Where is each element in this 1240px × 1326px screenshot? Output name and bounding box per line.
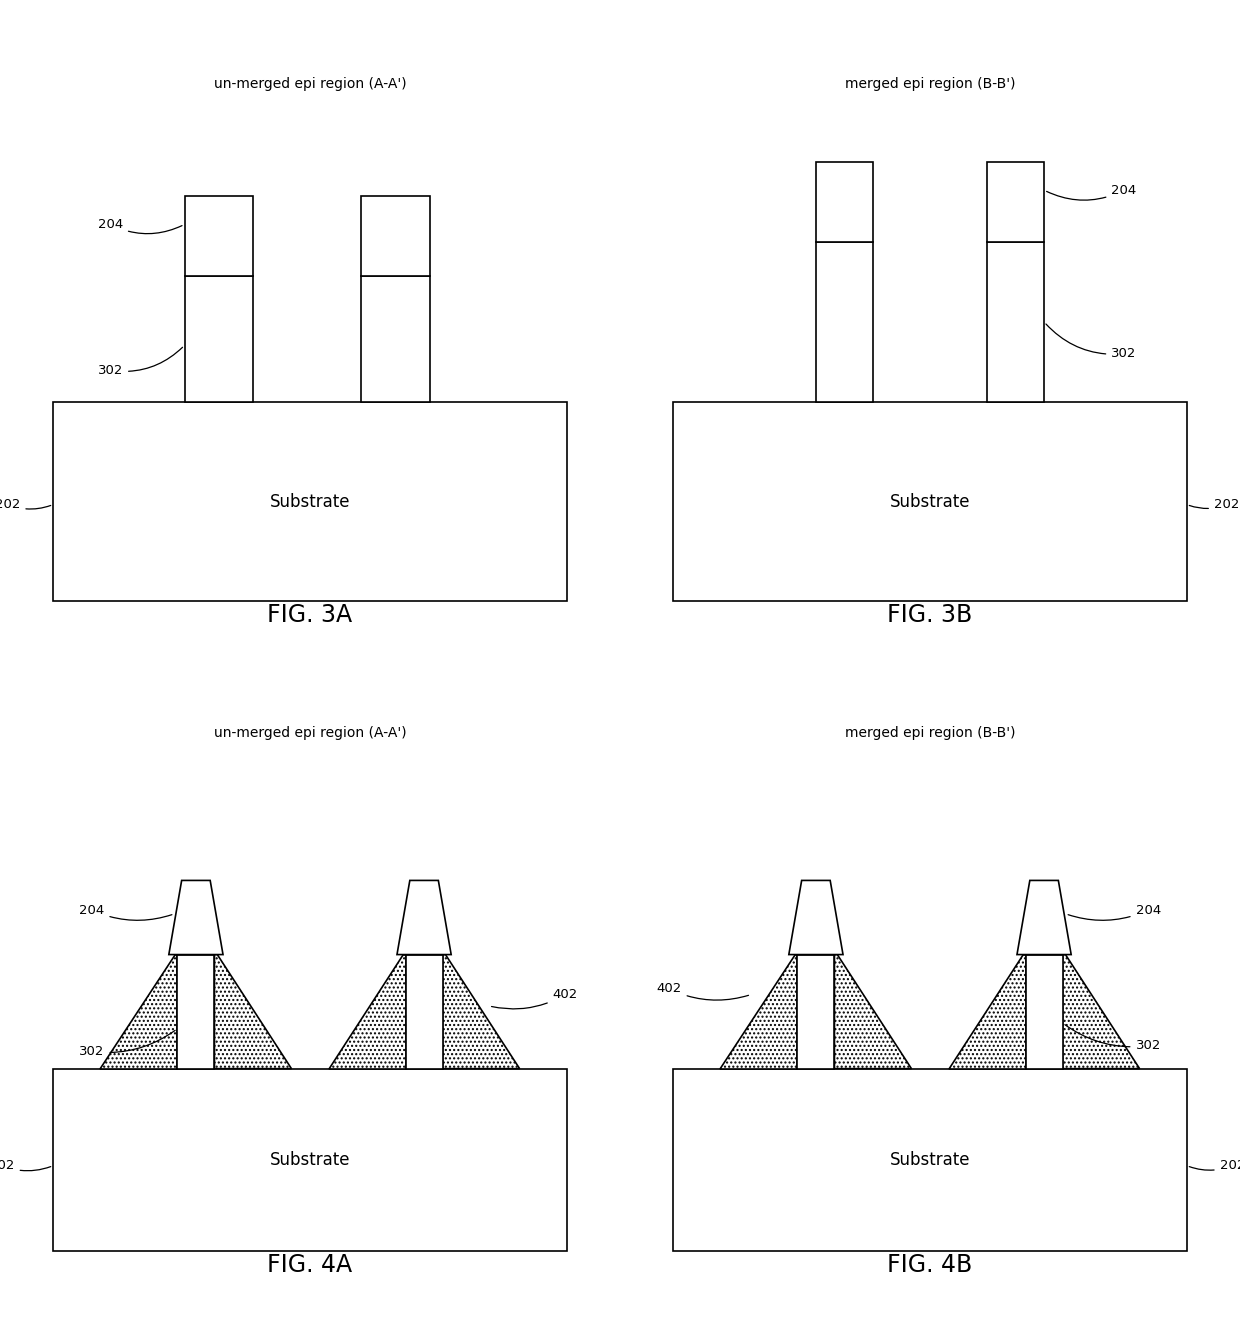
Text: 302: 302: [1065, 1025, 1161, 1053]
Text: Substrate: Substrate: [270, 493, 350, 511]
Bar: [177, 955, 215, 1069]
Bar: [361, 276, 430, 402]
Text: FIG. 3B: FIG. 3B: [888, 603, 972, 627]
Polygon shape: [100, 955, 177, 1069]
Text: 204: 204: [79, 903, 172, 920]
Polygon shape: [1063, 955, 1140, 1069]
Text: FIG. 4B: FIG. 4B: [888, 1253, 972, 1277]
Bar: [987, 162, 1044, 243]
Bar: [987, 243, 1044, 402]
Polygon shape: [1017, 880, 1071, 955]
Polygon shape: [443, 955, 520, 1069]
Text: 302: 302: [98, 347, 182, 377]
Bar: [405, 955, 443, 1069]
Polygon shape: [789, 880, 843, 955]
Polygon shape: [215, 955, 291, 1069]
Text: Substrate: Substrate: [890, 493, 970, 511]
Bar: [361, 196, 430, 276]
Polygon shape: [835, 955, 911, 1069]
Text: 204: 204: [1068, 903, 1161, 920]
Text: FIG. 4A: FIG. 4A: [268, 1253, 352, 1277]
Text: un-merged epi region (A-A'): un-merged epi region (A-A'): [213, 77, 407, 90]
Bar: [53, 402, 567, 602]
Text: 202: 202: [0, 499, 51, 511]
Text: Substrate: Substrate: [890, 1151, 970, 1170]
Text: 302: 302: [1047, 324, 1137, 361]
Text: 302: 302: [79, 1030, 175, 1058]
Text: 204: 204: [1047, 184, 1137, 200]
Bar: [673, 1069, 1187, 1252]
Bar: [816, 162, 873, 243]
Bar: [53, 1069, 567, 1252]
Text: 202: 202: [1189, 1159, 1240, 1172]
Polygon shape: [329, 955, 405, 1069]
Text: merged epi region (B-B'): merged epi region (B-B'): [844, 77, 1016, 90]
Text: un-merged epi region (A-A'): un-merged epi region (A-A'): [213, 727, 407, 740]
Polygon shape: [949, 955, 1025, 1069]
Polygon shape: [169, 880, 223, 955]
Text: 204: 204: [98, 217, 182, 233]
Bar: [185, 276, 253, 402]
Bar: [185, 196, 253, 276]
Text: Substrate: Substrate: [270, 1151, 350, 1170]
Bar: [1025, 955, 1063, 1069]
Bar: [673, 402, 1187, 602]
Bar: [816, 243, 873, 402]
Text: 402: 402: [656, 983, 749, 1000]
Text: 402: 402: [491, 988, 578, 1009]
Text: FIG. 3A: FIG. 3A: [268, 603, 352, 627]
Text: 202: 202: [0, 1159, 51, 1172]
Text: 202: 202: [1189, 499, 1239, 511]
Bar: [797, 955, 835, 1069]
Polygon shape: [397, 880, 451, 955]
Text: merged epi region (B-B'): merged epi region (B-B'): [844, 727, 1016, 740]
Polygon shape: [720, 955, 797, 1069]
